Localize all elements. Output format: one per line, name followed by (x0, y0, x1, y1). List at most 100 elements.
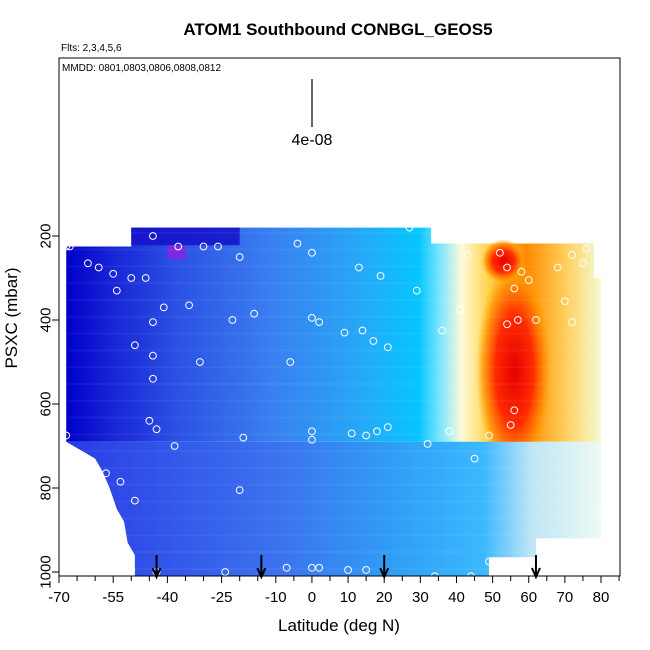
x-tick-label: 40 (448, 589, 465, 606)
field-band (66, 349, 601, 352)
observation-point (568, 251, 576, 259)
plot-frame (58, 57, 621, 577)
observation-point (293, 239, 302, 248)
observation-point (376, 272, 385, 280)
observation-point (112, 286, 121, 295)
observation-point (112, 563, 121, 572)
observation-point (116, 477, 125, 486)
observation-point (503, 320, 511, 329)
field-band (66, 315, 601, 318)
observation-point (130, 341, 139, 350)
field-band (66, 332, 601, 335)
observation-point (62, 431, 71, 440)
field-peak-upper (481, 239, 526, 284)
observation-point (340, 328, 349, 337)
y-axis-label: PSXC (mbar) (2, 267, 21, 368)
field-band (66, 299, 601, 301)
y-tick-label: 600 (38, 391, 55, 416)
observation-point (214, 242, 222, 251)
x-tick-label: 70 (557, 589, 574, 606)
flights-label: Flts: 2,3,4,5,6 (61, 43, 122, 54)
observation-point (405, 223, 414, 232)
field-band (66, 265, 601, 268)
observation-point (517, 267, 526, 276)
flight-arrows (151, 555, 541, 580)
observation-points (62, 223, 605, 576)
x-tick-label: 0 (308, 589, 316, 606)
field-upper (66, 227, 601, 442)
observation-point (239, 433, 248, 442)
field-band (66, 483, 601, 486)
observation-point (568, 318, 576, 327)
observation-point (358, 326, 367, 335)
chart-title: ATOM1 Southbound CONBGL_GEOS5 (183, 20, 492, 39)
flight-arrow-head (151, 567, 162, 580)
observation-point (532, 316, 540, 324)
observation-point (510, 284, 519, 293)
observation-point (579, 259, 587, 268)
observation-point (152, 425, 161, 434)
observation-point (369, 337, 378, 345)
observation-point (373, 427, 381, 436)
observation-point (438, 326, 446, 335)
observation-point (513, 316, 522, 324)
observation-point (470, 454, 479, 463)
field-band (66, 399, 601, 402)
field-band (66, 282, 601, 285)
observation-point (282, 563, 291, 572)
x-tick-label: 30 (412, 589, 429, 606)
observation-point (235, 486, 244, 495)
observation-point (149, 374, 157, 383)
y-tick-label: 800 (38, 475, 55, 500)
observation-point (362, 566, 371, 574)
observation-point (130, 496, 139, 505)
observation-point (84, 259, 92, 268)
x-tick-label: -55 (102, 589, 124, 606)
observation-point (127, 274, 136, 282)
x-axis: -70 -55 -40 -25 -10 0 10 20 30 40 50 60 70 80 (48, 576, 620, 606)
observation-point (94, 263, 103, 272)
x-tick-label: -70 (48, 589, 70, 606)
observation-point (196, 358, 204, 366)
field-band (66, 248, 601, 251)
x-tick-label: 10 (340, 589, 357, 606)
x-tick-label: -40 (157, 589, 179, 606)
observation-point (524, 276, 533, 285)
x-tick-label: -10 (265, 589, 287, 606)
field-peak (476, 260, 553, 481)
observation-point (597, 505, 605, 513)
observation-point (308, 248, 316, 257)
observation-point (159, 303, 168, 312)
flight-arrow-head (531, 567, 541, 580)
observation-point (503, 263, 511, 272)
y-axis: 200 400 600 800 1000 (38, 223, 59, 589)
flight-arrow-head (256, 567, 267, 580)
field-band (66, 416, 601, 419)
x-tick-label: 60 (520, 589, 537, 606)
observation-point (485, 431, 493, 440)
observation-point (347, 429, 356, 438)
field-purple-patch (167, 245, 186, 260)
field-band (66, 534, 601, 537)
observation-point (308, 314, 316, 322)
observation-point (170, 442, 179, 450)
observation-point (185, 301, 193, 310)
observation-point (149, 232, 157, 240)
observation-point (141, 274, 150, 282)
observation-point (412, 286, 421, 295)
observation-point (485, 557, 493, 566)
field-band (66, 517, 601, 520)
observation-point (463, 251, 472, 259)
field-band (66, 366, 601, 369)
y-tick-label: 400 (38, 307, 55, 332)
observation-point (308, 435, 316, 444)
field-band (66, 433, 601, 436)
scale-label: 4e-08 (292, 132, 333, 149)
x-tick-label: 20 (376, 589, 393, 606)
observation-point (174, 242, 183, 251)
observation-point (199, 242, 208, 251)
observation-point (456, 305, 464, 314)
observation-point (235, 253, 244, 261)
observation-point (362, 431, 371, 440)
